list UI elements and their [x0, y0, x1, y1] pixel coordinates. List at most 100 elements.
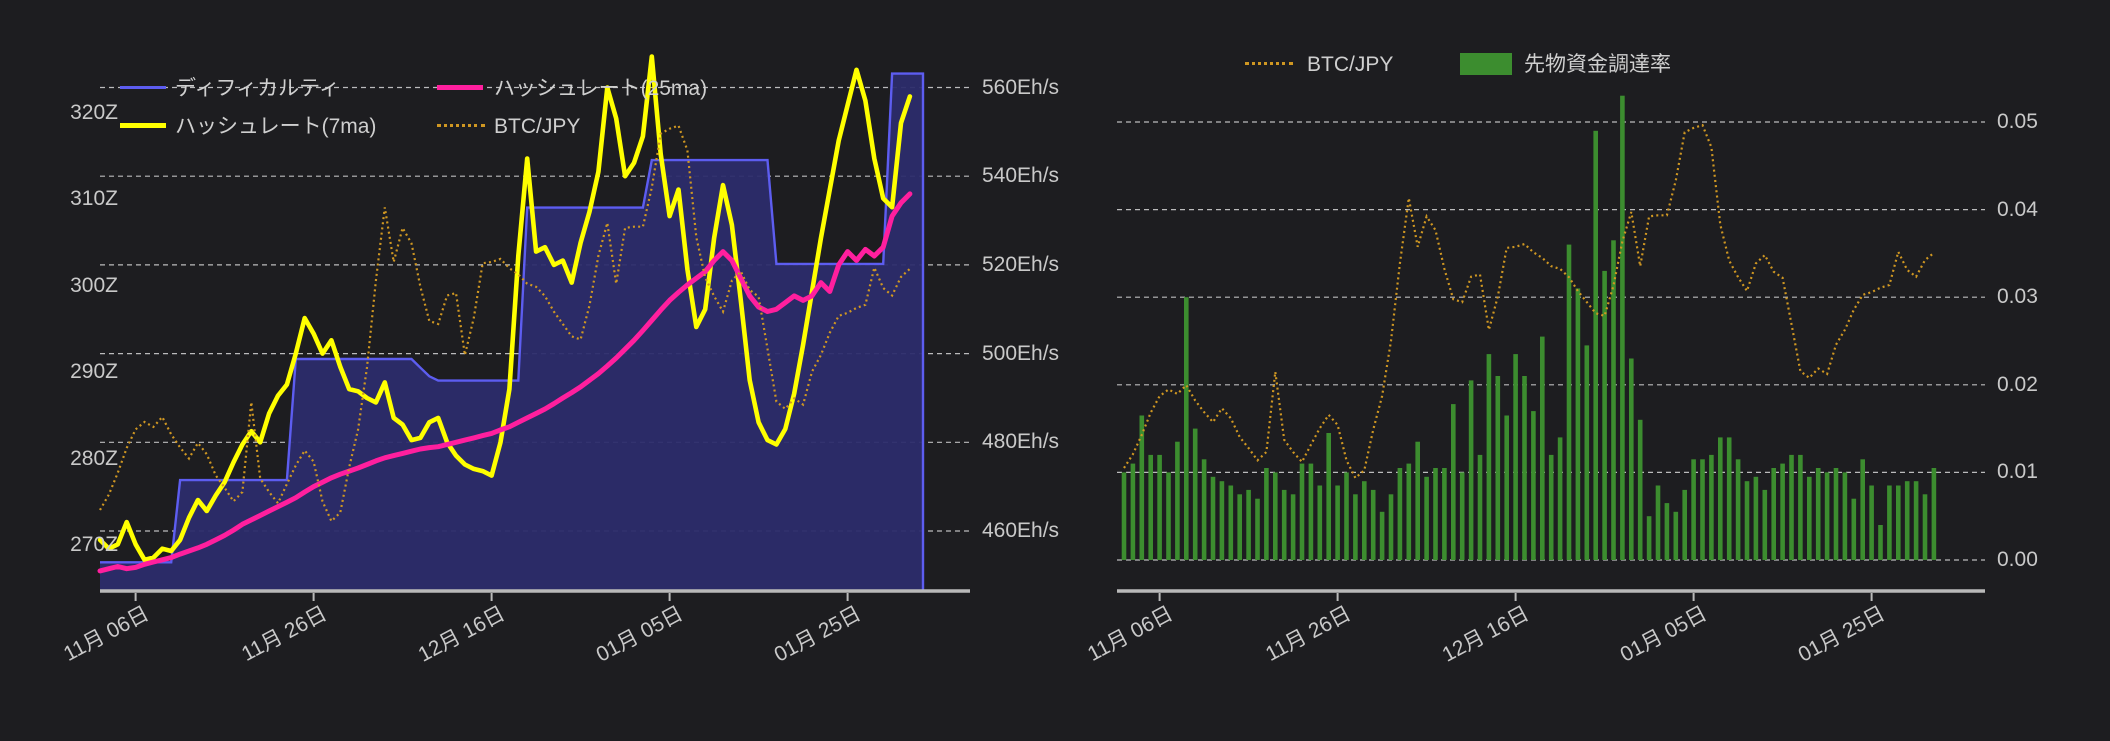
- funding-rate-bar: [1255, 498, 1260, 560]
- funding-rate-bar: [1308, 463, 1314, 560]
- funding-rate-bar: [1851, 498, 1857, 560]
- funding-rate-bar: [1753, 476, 1759, 560]
- funding-rate-bar: [1548, 454, 1554, 560]
- funding-rate-bar: [1362, 481, 1367, 560]
- funding-rate-bar: [1335, 485, 1340, 560]
- funding-rate-legend-swatch: [1460, 53, 1512, 75]
- funding-rate-bar: [1789, 454, 1794, 560]
- funding-rate-bar: [1139, 415, 1145, 560]
- funding-rate-bar: [1557, 437, 1563, 560]
- legend-item-btcjpy-right[interactable]: BTC/JPY: [1307, 53, 1394, 76]
- funding-rate-bar: [1904, 481, 1910, 560]
- y-right-label-500Eh/s: 500Eh/s: [982, 341, 1060, 365]
- legend-item-funding-rate[interactable]: 先物資金調達率: [1524, 53, 1671, 76]
- funding-rate-bar: [1620, 95, 1625, 560]
- funding-rate-bar: [1744, 481, 1750, 560]
- funding-rate-bar: [1913, 481, 1919, 560]
- y-left-label-320Z: 320Z: [70, 100, 118, 124]
- funding-rate-bar: [1486, 354, 1492, 560]
- difficulty-legend-swatch: [120, 86, 166, 89]
- funding-rate-bar: [1290, 494, 1296, 560]
- funding-rate-bar: [1771, 468, 1776, 560]
- y-left-label-270Z: 270Z: [70, 533, 118, 556]
- funding-rate-bar: [1869, 485, 1874, 560]
- y-left-label-280Z: 280Z: [70, 446, 118, 470]
- y-right-label-540Eh/s: 540Eh/s: [982, 164, 1060, 188]
- funding-rate-bar: [1210, 476, 1216, 560]
- funding-rate-bar: [1700, 459, 1705, 560]
- funding-rate-bar: [1468, 380, 1474, 560]
- funding-rate-bar: [1495, 376, 1501, 560]
- y-right-label-560Eh/s: 560Eh/s: [982, 75, 1060, 99]
- funding-rate-bar: [1175, 441, 1180, 560]
- y-left-label-290Z: 290Z: [70, 360, 118, 383]
- btcjpy-dotted-line-left: [99, 124, 911, 524]
- funding-rate-bar: [1184, 297, 1189, 560]
- funding-rate-bar: [1655, 485, 1661, 560]
- hashrate-25ma-line: [97, 191, 913, 574]
- funding-rate-bar: [1388, 494, 1394, 560]
- funding-rate-bar: [1860, 459, 1865, 560]
- funding-rate-bar: [1664, 503, 1670, 560]
- funding-rate-bar: [1326, 433, 1331, 560]
- legend-item-hashrate-7ma[interactable]: ハッシュレート(7ma): [175, 115, 377, 138]
- funding-rate-bar: [1246, 489, 1251, 560]
- funding-rate-bar: [1130, 463, 1136, 560]
- y-left-label-300Z: 300Z: [70, 273, 118, 297]
- funding-rate-bar: [1228, 485, 1234, 560]
- funding-rate-bar: [1201, 459, 1207, 560]
- funding-rate-bar: [1815, 468, 1821, 560]
- funding-rate-bar: [1424, 476, 1429, 560]
- funding-rate-bar: [1673, 511, 1679, 560]
- funding-rate-bar: [1121, 472, 1127, 560]
- btcjpy-dotted-line-right: [1123, 123, 1935, 480]
- funding-rate-bar: [1780, 463, 1785, 560]
- funding-rate-bar: [1922, 494, 1928, 560]
- funding-rate-bar: [1433, 468, 1438, 560]
- legend-item-btcjpy-left[interactable]: BTC/JPY: [494, 115, 581, 138]
- funding-rate-bar: [1219, 481, 1225, 560]
- legend-item-hashrate-25ma[interactable]: ハッシュレート(25ma): [494, 77, 708, 100]
- hashrate-7ma-legend-swatch: [120, 123, 166, 128]
- y-right-label-funding-0.01: 0.01: [1997, 460, 2038, 484]
- legend-item-difficulty[interactable]: ディフィカルティ: [175, 77, 340, 100]
- funding-rate-bar: [1833, 468, 1839, 560]
- funding-rate-bar: [1504, 415, 1509, 560]
- funding-rate-bar: [1264, 468, 1269, 560]
- funding-rate-bar: [1237, 494, 1242, 560]
- funding-rate-bar: [1682, 489, 1687, 560]
- funding-rate-bar: [1406, 463, 1412, 560]
- funding-rate-bar: [1691, 459, 1696, 560]
- y-right-label-funding-0.03: 0.03: [1997, 285, 2038, 309]
- btcjpy-right-legend-swatch: [1245, 62, 1293, 65]
- funding-rate-bar: [1709, 454, 1714, 560]
- funding-rate-bar: [1531, 411, 1536, 560]
- funding-rate-bar: [1451, 404, 1456, 560]
- funding-rate-bar: [1379, 511, 1385, 560]
- funding-rate-bar: [1459, 472, 1465, 560]
- funding-rate-bar: [1540, 336, 1545, 560]
- funding-rate-bar: [1192, 428, 1198, 560]
- left-chart-hashrate-difficulty: [97, 54, 970, 601]
- funding-rate-bar: [1273, 472, 1278, 560]
- btcjpy-left-legend-swatch: [437, 124, 485, 127]
- funding-rate-bar: [1646, 516, 1652, 560]
- funding-rate-bar: [1148, 454, 1153, 560]
- funding-rate-bar: [1344, 472, 1349, 560]
- y-right-label-460Eh/s: 460Eh/s: [982, 519, 1060, 542]
- funding-rate-bar: [1726, 437, 1732, 560]
- funding-rate-bar: [1931, 468, 1937, 560]
- y-right-label-520Eh/s: 520Eh/s: [982, 252, 1060, 276]
- funding-rate-bar: [1584, 345, 1590, 560]
- y-left-label-310Z: 310Z: [70, 187, 118, 210]
- funding-rate-bar: [1896, 485, 1901, 560]
- funding-rate-bar: [1878, 525, 1883, 560]
- funding-rate-bar: [1415, 441, 1420, 560]
- y-right-label-funding-0.05: 0.05: [1997, 110, 2038, 133]
- difficulty-area: [100, 73, 923, 592]
- y-right-label-funding-0.00: 0.00: [1997, 548, 2038, 571]
- funding-rate-bar: [1824, 472, 1830, 560]
- funding-rate-bar: [1798, 454, 1803, 560]
